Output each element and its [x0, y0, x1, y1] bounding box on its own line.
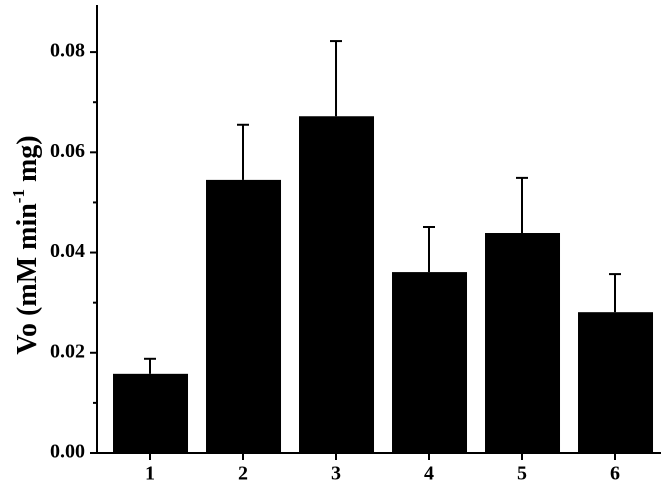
bar [578, 312, 654, 453]
x-tick-label: 5 [517, 463, 527, 485]
y-label-end: mg) [12, 135, 43, 189]
bar [113, 373, 189, 453]
bar [299, 116, 375, 453]
y-tick-label: 0.04 [50, 240, 85, 262]
y-tick-label: 0.08 [50, 40, 85, 62]
y-tick-label: 0.02 [50, 340, 85, 362]
bar [392, 272, 468, 453]
x-tick-label: 6 [610, 463, 620, 485]
bar [206, 179, 282, 453]
y-tick-label: 0.06 [50, 140, 85, 162]
x-tick-label: 3 [331, 463, 341, 485]
y-label-main: Vo (mM min [12, 203, 43, 355]
x-tick-label: 2 [238, 463, 248, 485]
y-label-sup: -1 [9, 189, 28, 203]
bar [485, 233, 561, 453]
x-tick-label: 1 [145, 463, 155, 485]
x-tick-label: 4 [424, 463, 434, 485]
y-axis-label: Vo (mM min-1 mg) [9, 135, 43, 354]
y-tick-label: 0.00 [50, 441, 85, 463]
